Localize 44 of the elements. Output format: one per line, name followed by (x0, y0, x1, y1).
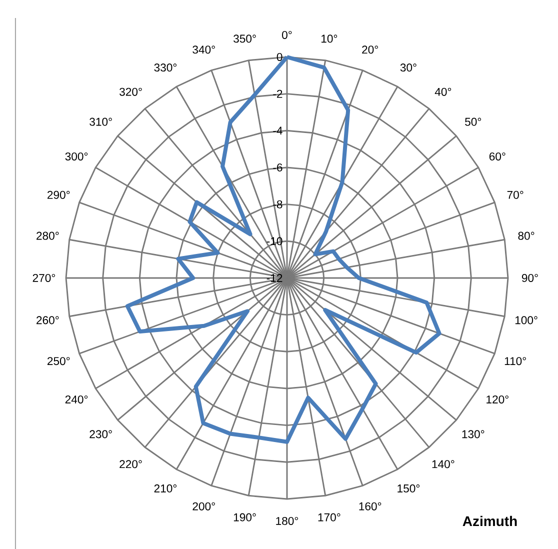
spoke-label: 130° (462, 430, 484, 438)
spoke-label: 330° (154, 64, 177, 72)
y-tick-label: -6 (273, 163, 282, 172)
spoke-label: 210° (154, 484, 177, 492)
spoke-label: 100° (515, 316, 538, 324)
spoke-label: 220° (120, 460, 142, 468)
y-tick-label: 0 (276, 52, 282, 61)
spoke-label: 60° (489, 152, 506, 160)
spoke-label: 200° (192, 502, 215, 510)
spoke-label: 230° (90, 430, 112, 438)
y-tick-label: -12 (266, 274, 282, 282)
spoke-label: 0° (282, 30, 292, 39)
spoke-label: 190° (234, 513, 256, 522)
spoke-label: 340° (192, 46, 215, 54)
spoke-label: 110° (504, 357, 526, 366)
spoke-label: 50° (465, 118, 482, 126)
spoke-label: 170° (318, 513, 340, 522)
y-tick-label: -2 (273, 90, 282, 98)
spoke-label: 250° (48, 357, 70, 366)
spoke-label: 150° (398, 484, 420, 492)
spoke-label: 180° (276, 516, 298, 525)
spoke-label: 90° (522, 274, 538, 282)
spoke-label: 80° (518, 232, 534, 240)
spoke-label: 30° (400, 64, 416, 72)
spoke-label: 290° (48, 190, 70, 199)
spoke-label: 120° (486, 395, 508, 404)
y-tick-label: -4 (273, 126, 282, 135)
spoke-label: 320° (120, 88, 142, 96)
spoke-label: 280° (36, 232, 59, 240)
spoke-label: 260° (36, 316, 59, 324)
spoke-label: 160° (359, 502, 382, 510)
spoke-label: 240° (65, 395, 88, 404)
spoke-label: 70° (507, 190, 524, 199)
spoke-label: 40° (434, 88, 452, 96)
spoke-label: 300° (65, 152, 88, 160)
text: Azimuth (462, 516, 517, 526)
spoke-label: 140° (432, 460, 454, 468)
y-tick-label: -8 (273, 200, 282, 208)
spoke-label: 350° (234, 34, 256, 43)
spoke-label: 10° (321, 34, 338, 43)
spoke-label: 20° (362, 46, 378, 54)
spoke-label: 270° (32, 274, 56, 282)
spoke-label: 310° (90, 118, 112, 126)
y-tick-label: -10 (266, 237, 282, 246)
